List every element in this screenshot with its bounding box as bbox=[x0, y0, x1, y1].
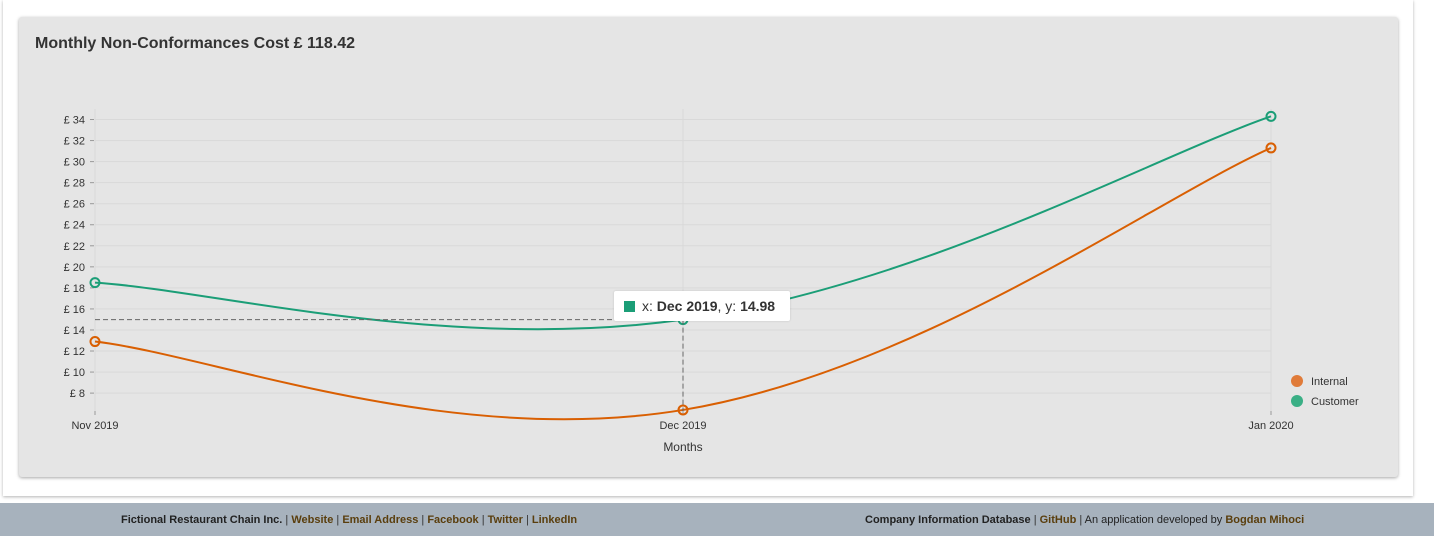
legend-marker-customer bbox=[1291, 395, 1303, 407]
tooltip-y: 14.98 bbox=[740, 298, 776, 314]
footer-company-name: Fictional Restaurant Chain Inc. bbox=[121, 514, 283, 526]
tooltip-swatch-icon bbox=[624, 300, 635, 312]
chart-card: Monthly Non-Conformances Cost £ 118.42 £… bbox=[19, 17, 1398, 477]
line-chart[interactable]: £ 8 £ 10 £ 12 £ 14 £ 16 £ 18 £ 20 £ 22 £ 24 £ 26 £… bbox=[19, 17, 1398, 477]
y-tick-label: £ 14 bbox=[64, 325, 85, 337]
y-tick-label: £ 12 bbox=[64, 346, 85, 358]
y-tick-label: £ 10 bbox=[64, 367, 85, 379]
y-tick-label: £ 24 bbox=[64, 220, 85, 232]
footer-right: Company Information Database | GitHub | … bbox=[865, 514, 1305, 526]
legend-label-internal: Internal bbox=[1311, 376, 1348, 388]
data-point-customer bbox=[89, 277, 101, 289]
y-tick-label: £ 16 bbox=[64, 304, 85, 316]
footer-link-author[interactable]: Bogdan Mihoci bbox=[1225, 514, 1305, 526]
x-axis-label: Months bbox=[663, 440, 702, 454]
y-tick-label: £ 30 bbox=[64, 157, 85, 169]
legend-marker-internal bbox=[1291, 375, 1303, 387]
y-tick-label: £ 18 bbox=[64, 283, 85, 295]
y-tick-label: £ 20 bbox=[64, 262, 85, 274]
footer-app-name: Company Information Database bbox=[865, 514, 1031, 526]
footer-link-twitter[interactable]: Twitter bbox=[487, 514, 523, 526]
chart-tooltip: x: Dec 2019, y: 14.98 bbox=[614, 291, 790, 321]
legend-label-customer: Customer bbox=[1311, 396, 1359, 408]
x-tick-label: Nov 2019 bbox=[71, 420, 118, 432]
chart-title: Monthly Non-Conformances Cost £ 118.42 bbox=[35, 35, 356, 52]
footer-left: Fictional Restaurant Chain Inc. | Websit… bbox=[121, 514, 578, 526]
y-tick-label: £ 8 bbox=[70, 388, 85, 400]
y-tick-label: £ 32 bbox=[64, 136, 85, 148]
tooltip-x: Dec 2019 bbox=[656, 298, 718, 314]
footer-link-website[interactable]: Website bbox=[291, 514, 334, 526]
footer-link-facebook[interactable]: Facebook bbox=[427, 514, 479, 526]
data-point-customer bbox=[1265, 110, 1277, 122]
footer-link-email[interactable]: Email Address bbox=[342, 514, 419, 526]
y-tick-label: £ 22 bbox=[64, 241, 85, 253]
footer-link-github[interactable]: GitHub bbox=[1039, 514, 1077, 526]
footer-link-linkedin[interactable]: LinkedIn bbox=[531, 514, 578, 526]
data-point-internal bbox=[89, 336, 101, 348]
footer: Fictional Restaurant Chain Inc. | Websit… bbox=[0, 503, 1434, 536]
y-tick-label: £ 34 bbox=[64, 115, 85, 127]
y-tick-label: £ 28 bbox=[64, 178, 85, 190]
data-point-internal bbox=[677, 404, 689, 416]
x-tick-label: Jan 2020 bbox=[1248, 420, 1293, 432]
data-point-internal bbox=[1265, 142, 1277, 154]
y-tick-label: £ 26 bbox=[64, 199, 85, 211]
footer-credit-text: An application developed by bbox=[1084, 514, 1223, 526]
x-tick-label: Dec 2019 bbox=[659, 420, 706, 432]
